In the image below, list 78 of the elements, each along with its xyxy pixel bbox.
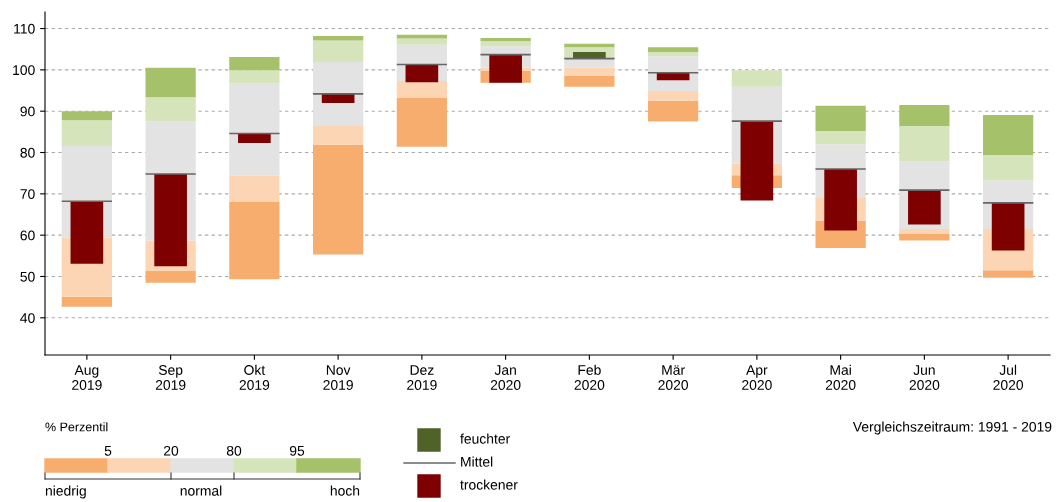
- text: Vergleichszeitraum: 1991 - 2019: [852, 421, 1052, 435]
- y-tick-label: 60: [20, 230, 35, 241]
- x-tick-label: Sep 2019: [155, 365, 186, 390]
- x-tick-label: Dez 2019: [407, 365, 437, 390]
- text: hoch: [330, 485, 360, 496]
- bar: [229, 83, 280, 176]
- x-tick-label: Feb 2020: [574, 364, 605, 390]
- bar: [564, 67, 615, 77]
- bar: [145, 97, 196, 122]
- bar: [313, 126, 364, 145]
- bar: [815, 131, 866, 145]
- bar: [983, 114, 1034, 155]
- y-tick-label: 40: [20, 313, 35, 323]
- x-tick-label: Aug 2019: [72, 365, 102, 390]
- bar: [899, 228, 950, 234]
- x-tick-label: Okt 2019: [239, 364, 270, 390]
- bar: [899, 104, 950, 127]
- bar: [145, 271, 196, 283]
- legend-label: Mittel: [461, 456, 493, 467]
- bar: [61, 120, 112, 146]
- x-tick-label: Mär 2020: [658, 365, 689, 390]
- bar: [154, 174, 187, 267]
- bar: [229, 202, 280, 280]
- bar: [229, 57, 280, 71]
- x-tick-label: Jun 2020: [909, 365, 940, 390]
- bar: [899, 126, 950, 162]
- bar: [229, 175, 280, 203]
- y-tick-label: 80: [20, 147, 35, 158]
- text: 5: [104, 446, 112, 456]
- bar: [648, 100, 699, 122]
- bar: [740, 121, 774, 201]
- legend-label: trockener: [460, 479, 518, 490]
- bar: [70, 201, 104, 264]
- bar: [405, 64, 439, 83]
- bar: [480, 41, 531, 47]
- bar: [731, 70, 782, 87]
- text: 20: [163, 445, 179, 456]
- bar: [480, 38, 531, 42]
- bar: [229, 70, 280, 84]
- x-tick-label: Apr 2020: [742, 365, 772, 390]
- bar: [564, 43, 615, 48]
- bar: [489, 54, 522, 83]
- bar: [983, 270, 1034, 278]
- bar: [145, 67, 196, 98]
- bar: [313, 144, 364, 255]
- bar: [899, 233, 950, 241]
- text: 95: [289, 445, 305, 456]
- y-tick-label: 70: [20, 189, 35, 199]
- x-tick-label: Jul 2020: [993, 364, 1024, 390]
- x-tick-label: Nov 2019: [323, 365, 353, 390]
- x-tick-label: Jan 2020: [490, 365, 521, 390]
- legend-title: % Perzentil: [45, 422, 108, 432]
- bar: [564, 76, 615, 87]
- bar: [238, 133, 271, 143]
- bar: [396, 38, 447, 45]
- bar: [991, 202, 1025, 251]
- bar: [815, 105, 866, 132]
- bar: [983, 154, 1034, 181]
- bar: [313, 35, 364, 41]
- text: niedrig: [45, 485, 86, 499]
- bar: [648, 47, 699, 53]
- y-tick-label: 110: [14, 23, 35, 34]
- legend-label: feuchter: [460, 433, 510, 444]
- y-tick-label: 100: [13, 65, 35, 76]
- x-tick-label: Mai 2020: [825, 364, 856, 390]
- y-tick-label: 90: [20, 106, 35, 117]
- bar: [313, 40, 364, 62]
- bar: [648, 52, 699, 57]
- y-tick-label: 50: [20, 271, 35, 282]
- bar: [396, 97, 447, 147]
- bar: [61, 111, 112, 121]
- text: 80: [226, 445, 242, 456]
- bar: [648, 90, 699, 101]
- bar: [61, 296, 112, 307]
- text: normal: [180, 485, 222, 496]
- bar: [908, 190, 941, 225]
- bar: [396, 81, 447, 98]
- bar: [824, 169, 857, 231]
